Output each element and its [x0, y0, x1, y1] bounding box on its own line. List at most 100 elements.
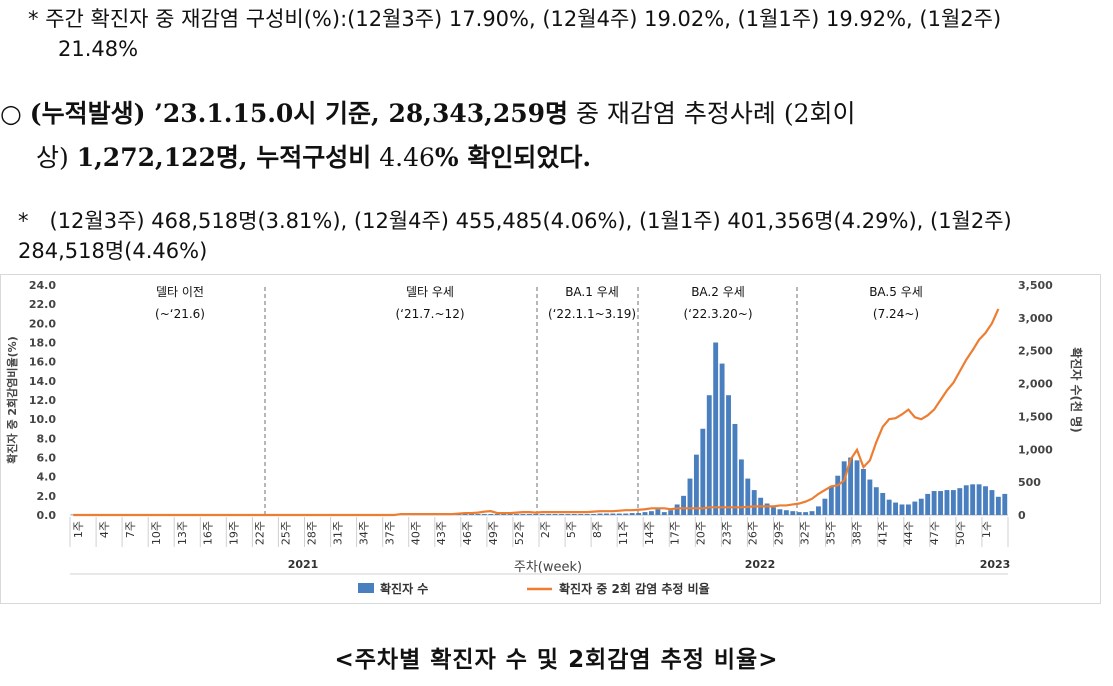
x-tick-label: 17주 [669, 521, 682, 545]
x-tick-label: 50주 [954, 521, 967, 545]
y-left-tick-label: 24.0 [29, 279, 56, 292]
bar [488, 514, 494, 515]
summary-end: % 확인되었다. [434, 143, 592, 172]
bar [520, 514, 526, 515]
legend-bar-swatch [358, 583, 374, 593]
bar [578, 514, 584, 515]
bar [950, 490, 956, 515]
bar [899, 504, 905, 515]
period-range: (‘22.1.1~3.19) [548, 307, 636, 321]
summary-pct: 4.46 [371, 143, 435, 172]
x-tick-label: 10주 [150, 521, 163, 545]
y-left-tick-label: 4.0 [37, 471, 57, 484]
legend-bar-label: 확진자 수 [380, 581, 428, 596]
bar [706, 395, 712, 515]
bar [970, 484, 976, 515]
x-tick-label: 35주 [824, 521, 837, 545]
y-left-tick-label: 20.0 [29, 317, 56, 330]
bar [771, 507, 776, 515]
y-left-tick-label: 22.0 [29, 298, 56, 311]
bar [494, 514, 500, 515]
chart-frame [0, 274, 1101, 604]
weekly-reinfection-note: * (12월3주) 468,518명(3.81%), (12월4주) 455,4… [18, 206, 1110, 266]
x-tick-label: 19주 [228, 521, 241, 545]
bar [584, 514, 590, 515]
bar [539, 514, 545, 515]
x-tick-label: 31주 [331, 521, 344, 545]
period-range: (‘22.3.20~) [683, 307, 752, 321]
bar [616, 513, 622, 515]
x-tick-label: 25주 [280, 521, 293, 545]
note-asterisk: * [28, 7, 39, 31]
bar [938, 491, 943, 515]
bar [501, 514, 507, 515]
x-tick-label: 47주 [928, 521, 941, 545]
y-right-tick-label: 2,000 [1018, 378, 1053, 391]
period-range: (7.24~) [873, 307, 919, 321]
bar [822, 498, 828, 515]
bar [693, 454, 699, 516]
bar [719, 363, 725, 515]
bar [944, 490, 950, 515]
bar [783, 510, 789, 515]
bar [931, 491, 937, 515]
bar [469, 514, 474, 515]
summary-mid: 중 재감염 추정사례 (2회이 [568, 99, 856, 128]
x-tick-label: 26주 [747, 521, 760, 545]
x-tick-label: 22주 [254, 521, 267, 545]
bar [976, 484, 982, 515]
bar [925, 493, 931, 515]
y-left-tick-label: 18.0 [29, 337, 56, 350]
bar [668, 510, 674, 515]
x-tick-label: 49주 [487, 521, 500, 545]
bar [629, 513, 635, 515]
x-tick-label: 28주 [306, 521, 319, 545]
x-tick-label: 1주 [72, 521, 85, 538]
bar [745, 478, 751, 515]
x-tick-label: 20주 [695, 521, 708, 545]
note2-text: * (12월3주) 468,518명(3.81%), (12월4주) 455,4… [18, 209, 1012, 233]
bar [803, 512, 809, 516]
bar [481, 514, 487, 515]
x-tick-label: 44주 [902, 521, 915, 545]
x-tick-label: 11주 [617, 521, 630, 545]
bar [700, 428, 706, 515]
bar [674, 504, 680, 515]
y-right-tick-label: 1,500 [1018, 410, 1053, 423]
bar [507, 514, 513, 515]
bar [559, 514, 564, 515]
bar [893, 502, 899, 515]
note-text: 주간 확진자 중 재감염 구성비(%):(12월3주) 17.90%, (12월… [45, 7, 1002, 31]
bar [648, 511, 654, 515]
bar [738, 459, 744, 515]
bar [835, 475, 841, 515]
x-tick-label: 7주 [124, 521, 137, 538]
x-tick-label: 14주 [643, 521, 656, 545]
x-tick-label: 16주 [202, 521, 215, 545]
y-right-tick-label: 2,500 [1018, 345, 1053, 358]
bar [880, 492, 886, 515]
bar [726, 395, 731, 515]
x-tick-label: 8주 [591, 521, 604, 538]
bar [687, 478, 693, 515]
period-name: BA.2 우세 [691, 285, 745, 299]
bar [533, 514, 539, 515]
bar [995, 496, 1001, 515]
bar [886, 499, 892, 515]
year-label: 2023 [980, 558, 1011, 571]
x-tick-label: 37주 [383, 521, 396, 545]
y-right-axis-label: 확진자 수(천 명) [1069, 347, 1084, 433]
bar [546, 514, 552, 515]
x-tick-label: 2주 [539, 521, 552, 538]
bar [610, 513, 616, 515]
note2-wrap: 284,518명(4.46%) [18, 239, 208, 263]
y-left-axis-label: 확진자 중 2회감염비율(%) [5, 336, 19, 463]
bar [816, 506, 821, 516]
bar [777, 509, 783, 515]
y-right-tick-label: 0 [1018, 509, 1026, 522]
weekly-chart: 0.0 2.0 4.0 6.0 8.0 10.0 12.0 14.0 16.0 18.0 20.0 2… [0, 274, 1103, 604]
bar [989, 490, 995, 515]
y-left-tick-label: 8.0 [37, 432, 57, 445]
bar [475, 514, 481, 515]
year-label: 2022 [745, 558, 776, 571]
